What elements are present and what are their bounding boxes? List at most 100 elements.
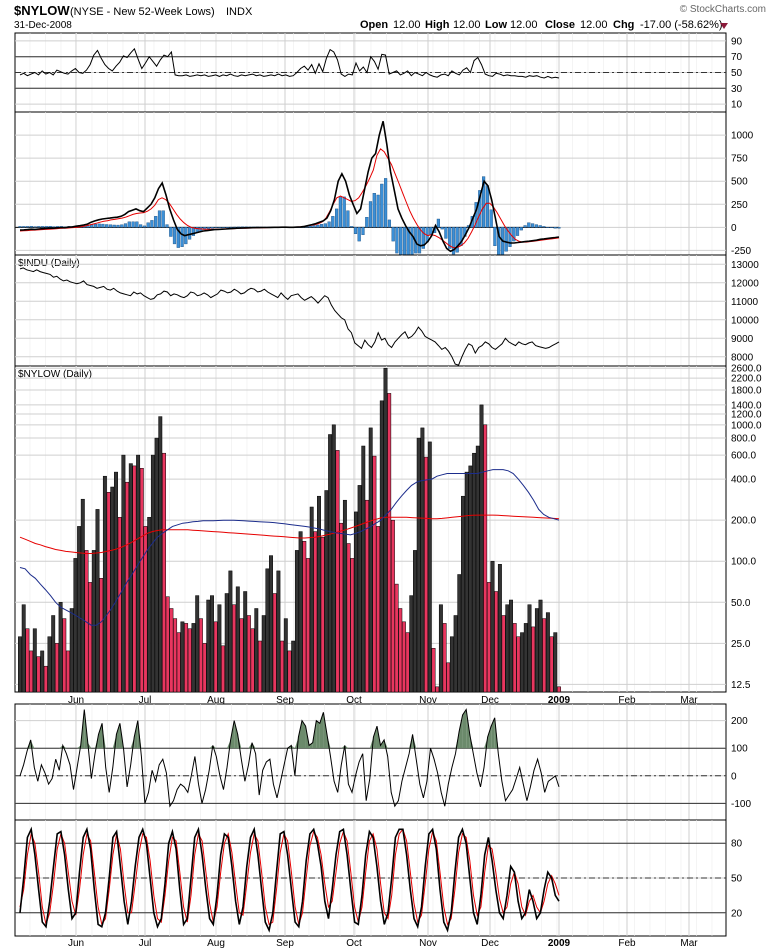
cci-fill	[234, 720, 238, 749]
tick-label: 9000	[731, 334, 754, 345]
tick-label: 200.0	[731, 516, 756, 527]
histogram-bar	[157, 210, 162, 228]
histogram-bar	[353, 227, 358, 235]
histogram-bar	[384, 178, 388, 228]
volume-bar	[165, 596, 170, 693]
volume-bar	[198, 618, 203, 693]
cci-fill	[309, 742, 313, 749]
volume-bar	[346, 543, 351, 693]
histogram-bar	[350, 226, 354, 228]
volume-bar	[195, 595, 200, 693]
tick-label: 20	[731, 908, 743, 919]
volume-bar	[139, 468, 144, 693]
volume-bar	[424, 456, 429, 693]
volume-bar	[21, 604, 26, 693]
volume-bar	[106, 492, 111, 693]
close-label: Close	[545, 19, 575, 31]
histogram-bar	[225, 227, 229, 229]
volume-bar	[520, 632, 525, 693]
tick-label: 1800.0	[731, 386, 762, 397]
histogram-bar	[448, 227, 452, 249]
volume-bar	[486, 582, 491, 693]
volume-bar	[409, 595, 414, 693]
histogram-bar	[229, 226, 233, 228]
volume-bar	[32, 628, 37, 693]
panel-frame	[14, 703, 727, 821]
volume-bar	[497, 564, 502, 693]
histogram-bar	[534, 224, 538, 228]
cci-fill	[298, 720, 302, 749]
panel-price-overlay: $INDU (Daily) 13000 12000 11000 10000 9000 800…	[14, 254, 759, 367]
histogram-bar	[142, 225, 146, 228]
tick-label: 1000.0	[731, 420, 762, 431]
histogram-bar	[22, 226, 26, 228]
histogram-bar	[150, 220, 154, 228]
histogram-bar	[327, 221, 331, 228]
volume-bar	[306, 558, 310, 693]
volume-bar	[173, 618, 178, 693]
indu-line	[19, 267, 560, 366]
volume-bar	[457, 574, 462, 693]
panel-frame	[14, 111, 727, 256]
volume-bar	[464, 471, 469, 693]
histogram-bar	[135, 221, 139, 228]
histogram-bar	[553, 227, 557, 229]
open-value: 12.00	[393, 19, 421, 31]
histogram-bar	[531, 223, 535, 228]
volume-bar	[206, 599, 211, 693]
volume-bar	[472, 452, 477, 693]
histogram-bar	[33, 226, 37, 228]
volume-bar	[280, 640, 285, 693]
volume-bar	[298, 531, 303, 693]
cci-fill	[301, 720, 306, 749]
volume-bar	[261, 615, 266, 693]
histogram-bar	[123, 223, 128, 228]
volume-bar	[545, 612, 550, 693]
histogram-bar	[451, 227, 456, 255]
tick-label: -250	[731, 246, 751, 257]
histogram-bar	[395, 227, 399, 254]
histogram-bar	[376, 194, 380, 228]
volume-bar	[150, 454, 155, 693]
rsi-line	[19, 47, 560, 79]
tick-label: 50.0	[731, 598, 751, 609]
volume-bar	[527, 604, 532, 693]
histogram-bar	[187, 227, 192, 240]
volume-bar	[36, 656, 41, 693]
histogram-bar	[523, 225, 527, 228]
volume-bar	[232, 604, 237, 693]
volume-bar	[490, 560, 495, 693]
volume-bar	[553, 632, 558, 693]
histogram-bar	[444, 227, 448, 239]
volume-bar	[368, 427, 373, 693]
volume-bar	[390, 519, 395, 693]
histogram-bar	[372, 192, 376, 228]
chg-value: -17.00 (-58.62%)	[640, 19, 723, 31]
volume-bar	[47, 636, 52, 693]
histogram-bar	[482, 176, 486, 228]
x-tick-label: Jul	[139, 938, 152, 948]
volume-bar	[221, 645, 225, 693]
volume-bar	[191, 623, 196, 693]
cci-fill	[291, 745, 295, 749]
histogram-bar	[105, 224, 109, 228]
volume-bar	[213, 621, 218, 693]
x-tick-label: Nov	[419, 938, 437, 948]
histogram-bar	[25, 226, 30, 228]
x-tick-label: Jun	[68, 938, 84, 948]
volume-bar	[54, 643, 59, 693]
histogram-bar	[515, 227, 520, 236]
tick-label: -100	[731, 799, 751, 810]
x-tick-label: 2009	[548, 938, 571, 948]
histogram-bar	[504, 227, 508, 252]
panel-cci: 200 100 0 -100	[14, 703, 751, 821]
histogram-bar	[338, 196, 342, 228]
volume-bar	[365, 499, 369, 693]
histogram-bar	[214, 227, 218, 229]
volume-bar	[357, 485, 362, 693]
volume-bar	[132, 465, 137, 693]
tick-label: 0	[731, 771, 737, 782]
volume-bar	[446, 662, 451, 693]
volume-bar	[317, 495, 321, 693]
